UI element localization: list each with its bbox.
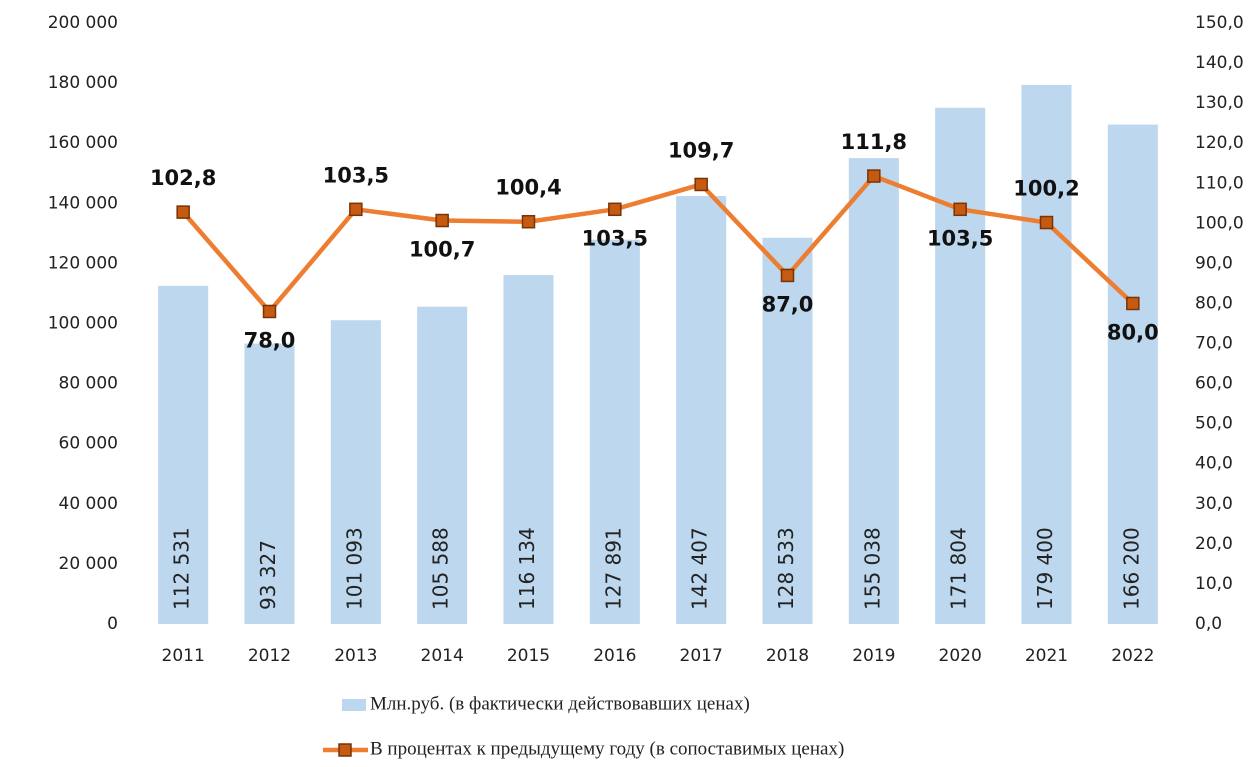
x-tick-label: 2012	[248, 646, 291, 666]
y-tick-label: 100 000	[48, 314, 118, 334]
marker	[694, 177, 708, 192]
bar-value-label: 166 200	[1119, 527, 1143, 610]
line-value-label: 102,8	[150, 166, 216, 190]
line-value-label: 100,2	[1013, 177, 1079, 201]
y2-tick-label: 70,0	[1195, 334, 1233, 354]
line-value-label: 109,7	[668, 138, 734, 162]
bar	[1021, 84, 1072, 624]
legend-label: В процентах к предыдущему году (в сопост…	[370, 738, 844, 759]
y2-tick-label: 140,0	[1195, 53, 1244, 73]
y2-tick-label: 80,0	[1195, 293, 1233, 313]
line-value-label: 103,5	[323, 163, 389, 187]
y2-tick-label: 0,0	[1195, 614, 1222, 634]
bar	[330, 320, 381, 624]
marker	[262, 304, 277, 319]
bar-value-label: 127 891	[601, 527, 625, 610]
x-tick-label: 2017	[680, 646, 723, 666]
bar	[762, 237, 813, 624]
y-tick-label: 60 000	[59, 434, 118, 454]
y2-tick-label: 20,0	[1195, 534, 1233, 554]
x-tick-label: 2013	[334, 646, 377, 666]
marker	[521, 214, 536, 229]
marker	[435, 213, 449, 228]
line-value-label: 87,0	[762, 292, 814, 316]
marker	[608, 202, 622, 217]
x-tick-label: 2015	[507, 646, 550, 666]
bar-value-label: 93 327	[256, 540, 280, 610]
x-tick-label: 2020	[939, 646, 982, 666]
y-tick-label: 20 000	[59, 554, 118, 574]
y2-tick-label: 90,0	[1195, 253, 1233, 273]
y2-tick-label: 30,0	[1195, 494, 1233, 514]
legend-swatch	[342, 699, 366, 711]
bar-value-label: 142 407	[688, 527, 712, 610]
bar	[676, 196, 727, 625]
x-tick-label: 2014	[421, 646, 464, 666]
line-value-label: 100,7	[409, 238, 475, 262]
bar-value-label: 179 400	[1033, 527, 1057, 610]
y-tick-label: 120 000	[48, 253, 118, 273]
bar	[158, 285, 209, 624]
y-tick-label: 200 000	[48, 13, 118, 33]
line-value-label: 103,5	[582, 226, 648, 250]
bar	[935, 107, 986, 624]
line-value-label: 100,4	[495, 176, 561, 200]
x-tick-label: 2022	[1111, 646, 1154, 666]
marker	[953, 202, 967, 217]
bar-value-label: 101 093	[342, 527, 366, 610]
line-value-label: 111,8	[841, 130, 907, 154]
marker	[1126, 296, 1140, 311]
marker	[349, 202, 363, 217]
x-tick-label: 2019	[852, 646, 895, 666]
y-tick-label: 140 000	[48, 193, 118, 213]
y2-tick-label: 120,0	[1195, 133, 1244, 153]
y-tick-label: 160 000	[48, 133, 118, 153]
bar-value-label: 128 533	[774, 527, 798, 610]
marker	[176, 205, 190, 219]
bar-value-label: 112 531	[170, 527, 194, 610]
y-tick-label: 80 000	[59, 374, 118, 394]
bar	[244, 343, 295, 624]
y2-tick-label: 110,0	[1195, 173, 1244, 193]
bar-value-label: 116 134	[515, 527, 539, 610]
bar-value-label: 105 588	[429, 527, 453, 610]
bar-value-label: 155 038	[860, 527, 884, 610]
bar	[589, 239, 640, 624]
marker	[780, 268, 795, 283]
bar	[1107, 124, 1158, 624]
x-tick-label: 2021	[1025, 646, 1068, 666]
marker	[867, 169, 881, 183]
line-value-label: 80,0	[1107, 320, 1159, 344]
y2-tick-label: 50,0	[1195, 414, 1233, 434]
y-tick-label: 40 000	[59, 494, 118, 514]
x-tick-label: 2011	[162, 646, 205, 666]
y2-tick-label: 150,0	[1195, 13, 1244, 33]
x-tick-label: 2016	[593, 646, 636, 666]
line-value-label: 78,0	[244, 328, 296, 352]
y2-tick-label: 10,0	[1195, 574, 1233, 594]
y2-tick-label: 100,0	[1195, 213, 1244, 233]
legend-marker	[338, 743, 352, 757]
bar	[503, 275, 554, 624]
y-tick-label: 180 000	[48, 73, 118, 93]
x-tick-label: 2018	[766, 646, 809, 666]
y2-tick-label: 130,0	[1195, 93, 1244, 113]
bar-value-label: 171 804	[947, 527, 971, 610]
bar	[848, 158, 899, 624]
line	[181, 173, 1135, 314]
line-value-label: 103,5	[927, 226, 993, 250]
y2-tick-label: 60,0	[1195, 374, 1233, 394]
marker	[1039, 215, 1054, 230]
y2-tick-label: 40,0	[1195, 454, 1233, 474]
y-tick-label: 0	[107, 614, 118, 634]
legend-label: Млн.руб. (в фактически действовавших цен…	[370, 693, 750, 714]
bar	[417, 306, 468, 624]
